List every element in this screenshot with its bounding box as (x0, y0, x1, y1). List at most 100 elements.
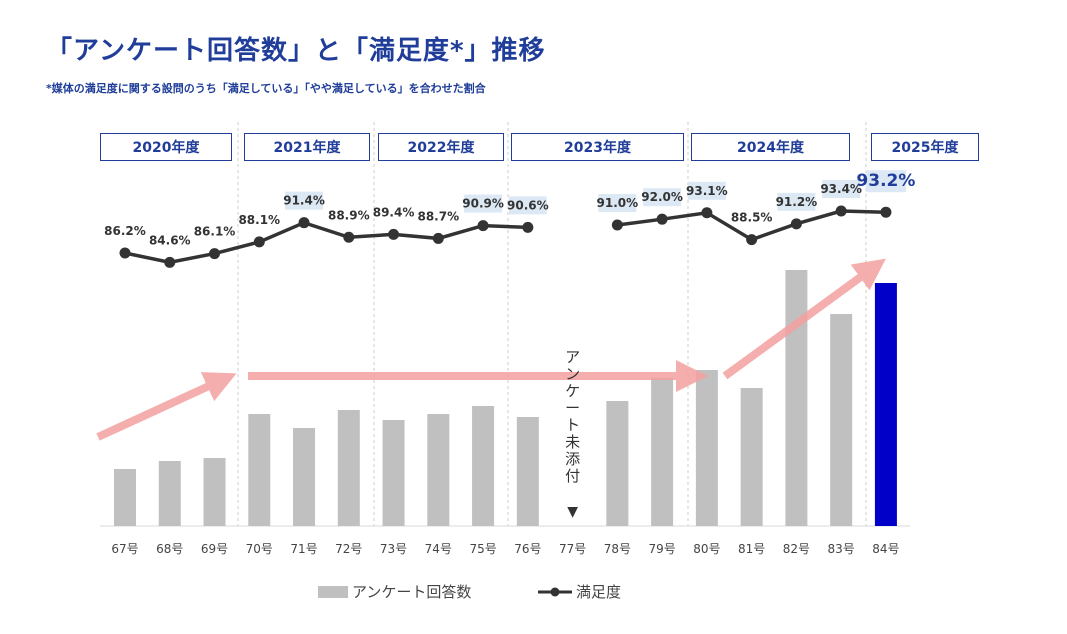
category-label: 71号 (290, 542, 317, 556)
category-label: 73号 (380, 542, 407, 556)
satisfaction-point-68号 (164, 256, 176, 268)
satisfaction-label: 89.4% (373, 205, 415, 219)
annotation-char: 付 (565, 467, 580, 485)
bar-74号 (427, 414, 450, 526)
satisfaction-point-78号 (611, 219, 623, 231)
category-label: 80号 (693, 542, 720, 556)
satisfaction-point-84号 (880, 206, 892, 218)
category-label: 83号 (828, 542, 855, 556)
category-label: 84号 (872, 542, 899, 556)
label-highlight (598, 194, 637, 213)
satisfaction-label: 88.7% (417, 209, 459, 223)
annotation-char: ト (565, 416, 580, 434)
satisfaction-point-81号 (746, 234, 758, 246)
bar-73号 (382, 420, 405, 526)
bar-80号 (695, 370, 718, 526)
satisfaction-label: 91.2% (776, 195, 818, 209)
legend-bar-swatch (318, 586, 348, 598)
satisfaction-label: 86.1% (194, 225, 236, 239)
satisfaction-label: 91.4% (283, 194, 325, 208)
satisfaction-label: 92.0% (641, 190, 683, 204)
satisfaction-line (124, 220, 528, 265)
year-label: 2024年度 (691, 133, 850, 161)
bar-67号 (114, 469, 136, 526)
category-label: 82号 (783, 542, 810, 556)
satisfaction-point-80号 (701, 207, 713, 219)
label-highlight (285, 191, 324, 210)
satisfaction-point-82号 (790, 218, 802, 230)
year-label: 2023年度 (511, 133, 684, 161)
bar-84号 (874, 283, 897, 526)
label-highlight (865, 170, 906, 193)
bar-75号 (472, 406, 495, 526)
bar-71号 (293, 428, 316, 526)
legend-line-dot (550, 587, 560, 597)
annotation-char: ン (565, 365, 580, 383)
category-label: 72号 (335, 542, 362, 556)
label-highlight (643, 188, 682, 207)
year-label: 2025年度 (871, 133, 979, 161)
year-label: 2022年度 (378, 133, 504, 161)
bar-82号 (785, 270, 808, 526)
satisfaction-point-69号 (209, 248, 221, 260)
bar-70号 (248, 414, 271, 526)
satisfaction-label: 93.1% (686, 184, 728, 198)
satisfaction-label: 88.1% (238, 213, 280, 227)
category-label: 78号 (604, 542, 631, 556)
satisfaction-point-67号 (119, 247, 131, 259)
bar-79号 (651, 378, 674, 526)
bar-78号 (606, 401, 629, 526)
satisfaction-label: 84.6% (149, 233, 191, 247)
category-label: 74号 (425, 542, 452, 556)
annotation-char: ー (565, 399, 580, 417)
category-label: 79号 (648, 542, 675, 556)
annotation-char: 未 (565, 433, 580, 451)
category-label: 77号 (559, 542, 586, 556)
annotation-char: 添 (565, 450, 580, 468)
trend-arrow (722, 258, 886, 380)
bar-76号 (516, 417, 539, 526)
satisfaction-point-83号 (835, 205, 847, 217)
category-label: 67号 (111, 542, 138, 556)
satisfaction-point-71号 (298, 217, 310, 229)
satisfaction-label: 90.6% (507, 198, 549, 212)
page-title: 「アンケート回答数」と「満足度*」推移 (46, 36, 546, 66)
satisfaction-label: 86.2% (104, 224, 146, 238)
annotation-char: ケ (565, 382, 580, 400)
bar-69号 (203, 458, 226, 526)
satisfaction-point-73号 (388, 228, 400, 240)
annotation-char: ア (565, 348, 580, 366)
satisfaction-point-74号 (432, 232, 444, 244)
bar-72号 (337, 410, 360, 526)
category-label: 81号 (738, 542, 765, 556)
satisfaction-label: 93.2% (856, 171, 915, 191)
legend-label-responses: アンケート回答数 (352, 583, 471, 601)
year-label: 2020年度 (100, 133, 232, 161)
down-triangle-icon: ▼ (567, 504, 578, 520)
category-label: 75号 (469, 542, 496, 556)
satisfaction-point-75号 (477, 220, 489, 232)
category-label: 68号 (156, 542, 183, 556)
satisfaction-label: 91.0% (597, 196, 639, 210)
satisfaction-point-70号 (253, 236, 265, 248)
satisfaction-point-72号 (343, 231, 355, 243)
label-highlight (687, 181, 726, 200)
satisfaction-label: 93.4% (820, 182, 862, 196)
bar-68号 (158, 461, 181, 526)
label-highlight (464, 194, 503, 213)
subtitle-note: *媒体の満足度に関する設問のうち「満足している」「やや満足している」を合わせた割… (46, 82, 486, 95)
satisfaction-label: 88.5% (731, 211, 773, 225)
category-label: 69号 (201, 542, 228, 556)
satisfaction-label: 88.9% (328, 208, 370, 222)
label-highlight (822, 180, 861, 199)
trend-arrow (96, 372, 237, 441)
label-highlight (777, 192, 816, 211)
satisfaction-label: 90.9% (462, 197, 504, 211)
category-label: 76号 (514, 542, 541, 556)
satisfaction-point-76号 (522, 221, 534, 233)
satisfaction-point-79号 (656, 213, 668, 225)
legend-label-satisfaction: 満足度 (576, 583, 621, 601)
year-label: 2021年度 (244, 133, 370, 161)
